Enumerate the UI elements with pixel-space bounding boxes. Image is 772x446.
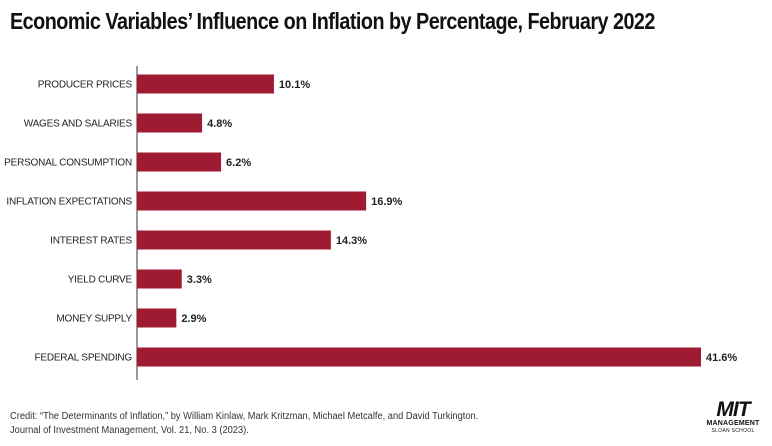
bar-value-label: 6.2%: [226, 157, 251, 169]
bar-value-label: 16.9%: [371, 196, 402, 208]
bar: [137, 230, 331, 250]
category-label: FEDERAL SPENDING: [34, 353, 132, 364]
bar: [137, 113, 203, 133]
category-label: MONEY SUPPLY: [56, 314, 132, 325]
logo-management-text: MANAGEMENT: [706, 420, 760, 427]
category-label: INFLATION EXPECTATIONS: [6, 197, 132, 208]
bar: [137, 74, 274, 94]
bar: [137, 152, 222, 172]
category-label: PERSONAL CONSUMPTION: [4, 158, 132, 169]
logo-mit-text: MIT: [716, 398, 750, 421]
category-label: WAGES AND SALARIES: [24, 119, 133, 130]
credit-line-2: Journal of Investment Management, Vol. 2…: [10, 425, 249, 436]
bar-value-label: 2.9%: [181, 313, 206, 325]
bar-value-label: 3.3%: [187, 274, 212, 286]
mit-sloan-logo: MIT MANAGEMENT SLOAN SCHOOL: [704, 398, 762, 434]
credit-line-1: Credit: “The Determinants of Inflation,”…: [10, 411, 479, 422]
logo-school-text: SLOAN SCHOOL: [711, 428, 755, 434]
bar-value-label: 41.6%: [706, 352, 737, 364]
bar: [137, 191, 367, 211]
bar-value-label: 14.3%: [336, 235, 367, 247]
category-label: INTEREST RATES: [50, 236, 132, 247]
bar: [137, 308, 177, 328]
bar-value-label: 4.8%: [207, 118, 232, 130]
category-label: YIELD CURVE: [68, 275, 133, 286]
bar-value-label: 10.1%: [279, 79, 310, 91]
chart-title: Economic Variables’ Influence on Inflati…: [10, 8, 655, 34]
bar: [137, 347, 701, 367]
credit-text: Credit: “The Determinants of Inflation,”…: [10, 410, 478, 438]
bar: [137, 269, 182, 289]
category-label: PRODUCER PRICES: [38, 80, 133, 91]
